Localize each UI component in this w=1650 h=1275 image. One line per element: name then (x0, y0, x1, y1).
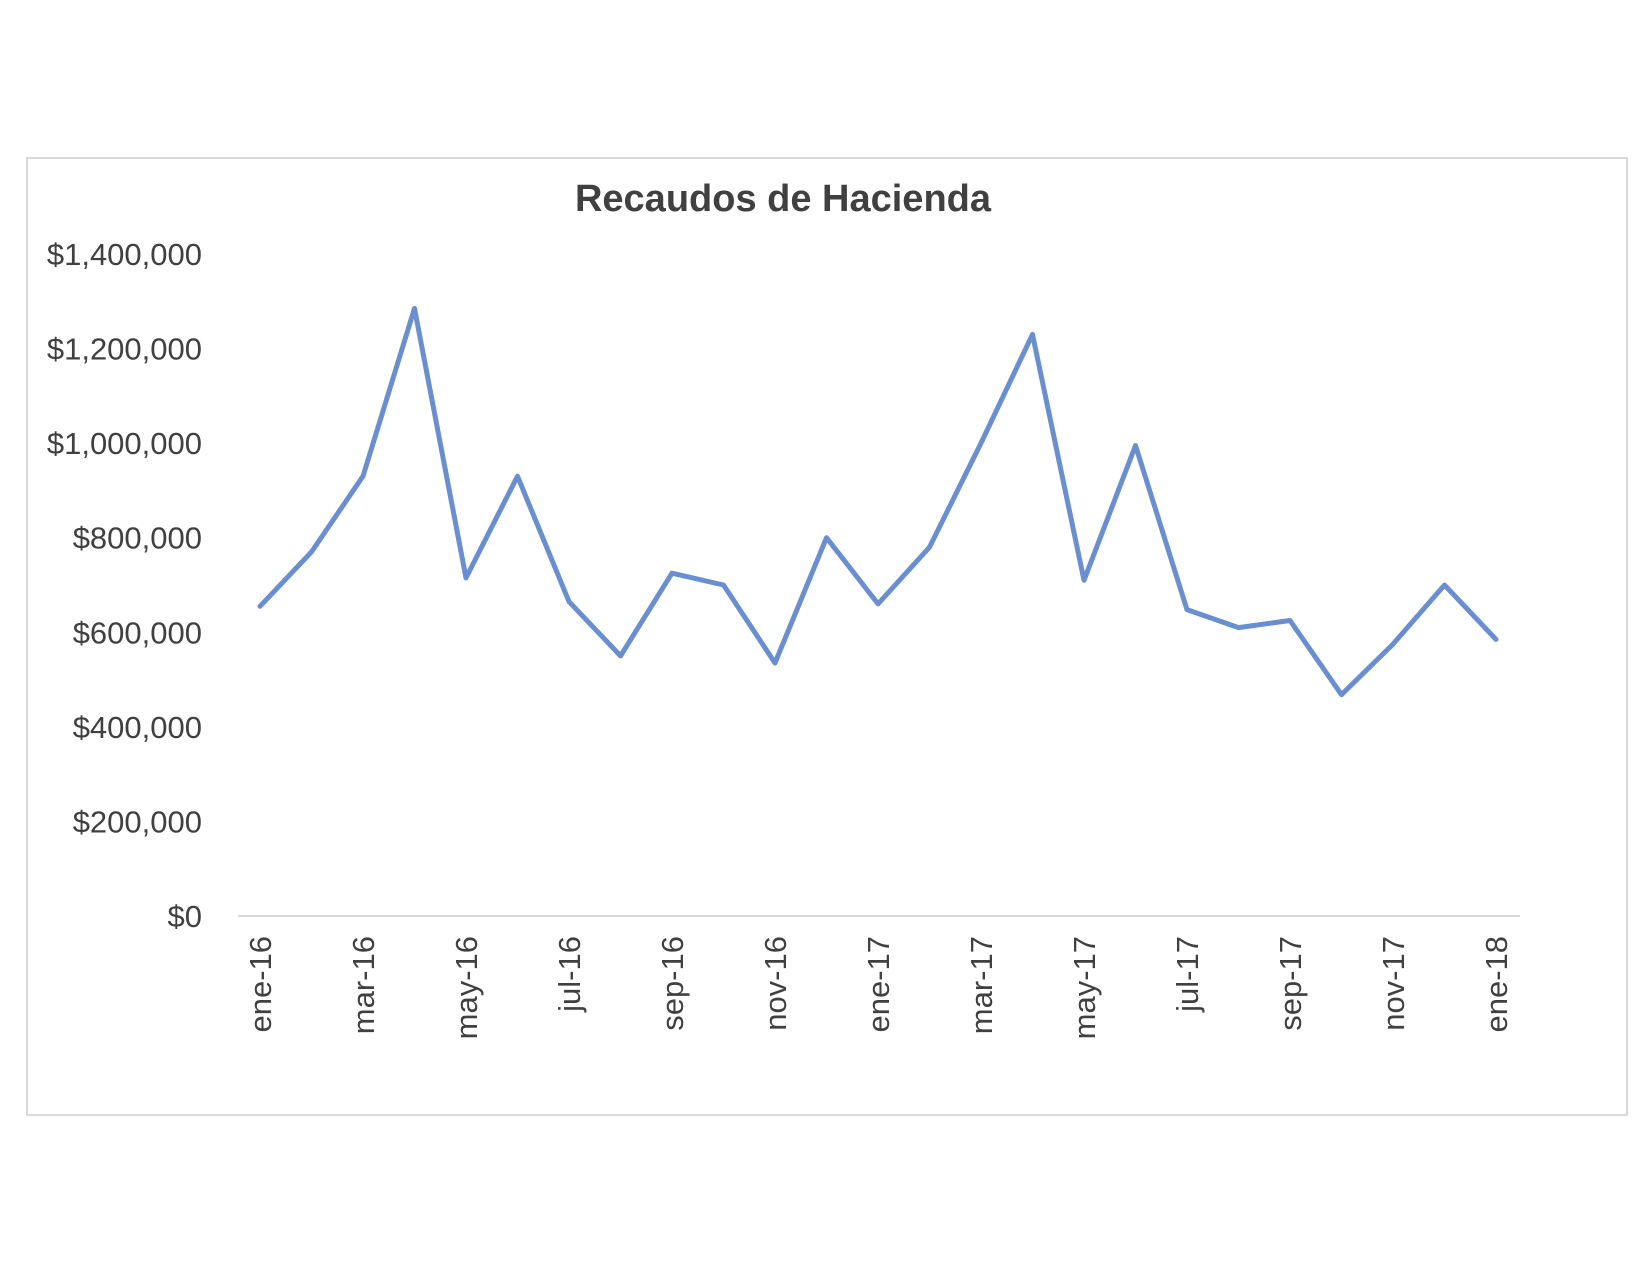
y-tick-label: $200,000 (73, 804, 202, 839)
line-chart: Recaudos de Hacienda $0$200,000$400,000$… (47, 178, 1520, 1039)
x-tick-label: mar-16 (346, 936, 381, 1034)
x-tick-label: may-17 (1067, 936, 1102, 1039)
y-tick-label: $400,000 (73, 710, 202, 745)
y-tick-label: $1,200,000 (47, 332, 202, 367)
y-tick-label: $600,000 (73, 615, 202, 650)
x-tick-label: may-16 (449, 936, 484, 1039)
x-tick-label: ene-16 (243, 936, 278, 1033)
x-tick-label: mar-17 (964, 936, 999, 1034)
chart-title: Recaudos de Hacienda (575, 178, 992, 220)
y-tick-label: $1,000,000 (47, 426, 202, 461)
x-axis-ticks: ene-16 mar-16 may-16 jul-16 sep-16 nov-16 ene-… (243, 936, 1514, 1039)
x-tick-label: nov-17 (1376, 936, 1411, 1031)
y-tick-label: $1,400,000 (47, 237, 202, 272)
y-axis-ticks: $0 $200,000 $400,000 $600,000 $800,000 $1,000… (47, 237, 202, 934)
x-tick-label: jul-17 (1170, 936, 1205, 1013)
x-tick-label: jul-16 (552, 936, 587, 1013)
x-tick-label: sep-17 (1273, 936, 1308, 1031)
chart-frame: Recaudos de Hacienda $0 $200,000 $400,000 $… (26, 157, 1628, 1116)
x-tick-label: nov-16 (758, 936, 793, 1031)
x-tick-label: ene-17 (861, 936, 896, 1033)
x-tick-label: ene-18 (1479, 936, 1514, 1033)
series-line (257, 305, 1499, 698)
y-tick-label: $0 (168, 899, 202, 934)
x-tick-label: sep-16 (655, 936, 690, 1031)
y-tick-label: $800,000 (73, 521, 202, 556)
series-layer (257, 305, 1499, 698)
